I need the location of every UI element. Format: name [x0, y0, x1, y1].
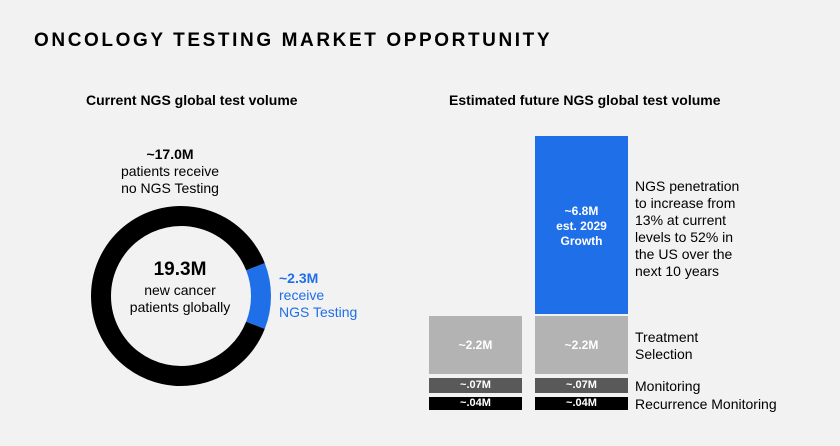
treatment-selection-label: Treatment Selection: [635, 329, 698, 363]
growth-note-line: to increase from: [635, 195, 736, 211]
bar-treatment-2029: [535, 316, 628, 374]
donut-slice-no-ngs: [91, 206, 265, 386]
ngs-line2: NGS Testing: [279, 304, 358, 320]
growth-note-line: next 10 years: [635, 263, 720, 279]
ngs-line1: receive: [279, 287, 325, 303]
growth-year: est. 2029: [556, 219, 607, 233]
growth-note-line: the US over the: [635, 246, 733, 262]
monitoring-2029-label: ~.07M: [566, 379, 597, 391]
recurrence-current-label: ~.04M: [460, 397, 491, 409]
no-ngs-callout: ~17.0M patients receive no NGS Testing: [100, 146, 240, 197]
growth-note-line: 13% at current: [635, 212, 727, 228]
donut-center-value: 19.3M: [153, 259, 207, 280]
treatment-current-label: ~2.2M: [458, 338, 493, 352]
bar-treatment-current: [429, 316, 522, 374]
treatment-line1: Treatment: [635, 329, 699, 345]
no-ngs-value: ~17.0M: [146, 146, 194, 162]
donut-center-line1: new cancer: [144, 282, 216, 298]
no-ngs-line2: no NGS Testing: [121, 180, 219, 196]
growth-note-line: NGS penetration: [635, 178, 740, 194]
monitoring-label: Monitoring: [635, 378, 701, 394]
no-ngs-line1: patients receive: [120, 163, 220, 179]
growth-value: ~6.8M: [564, 204, 599, 218]
bar-growth-2029: [535, 136, 628, 314]
future-volume-subtitle: Estimated future NGS global test volume: [449, 92, 721, 108]
growth-note: NGS penetration to increase from 13% at …: [635, 178, 739, 280]
page-title: ONCOLOGY TESTING MARKET OPPORTUNITY: [34, 30, 553, 51]
donut-center-line2: patients globally: [129, 299, 231, 315]
bar-monitoring-2029: [535, 378, 628, 393]
donut-slice-ngs: [246, 263, 271, 329]
bar-recurrence-current: [429, 397, 522, 410]
growth-note-line: levels to 52% in: [635, 229, 734, 245]
growth-bar-label: ~6.8M est. 2029 Growth: [535, 204, 628, 249]
ngs-callout: ~2.3M receive NGS Testing: [279, 270, 357, 321]
growth-word: Growth: [560, 234, 603, 248]
current-volume-subtitle: Current NGS global test volume: [86, 92, 298, 108]
recurrence-monitoring-label: Recurrence Monitoring: [635, 396, 777, 412]
treatment-2029-label: ~2.2M: [564, 338, 599, 352]
donut-center-label: 19.3M new cancer patients globally: [100, 258, 260, 316]
recurrence-2029-label: ~.04M: [566, 397, 597, 409]
ngs-value: ~2.3M: [279, 270, 319, 286]
treatment-line2: Selection: [635, 346, 693, 362]
bar-recurrence-2029: [535, 397, 628, 410]
monitoring-current-label: ~.07M: [460, 379, 491, 391]
bar-monitoring-current: [429, 378, 522, 393]
